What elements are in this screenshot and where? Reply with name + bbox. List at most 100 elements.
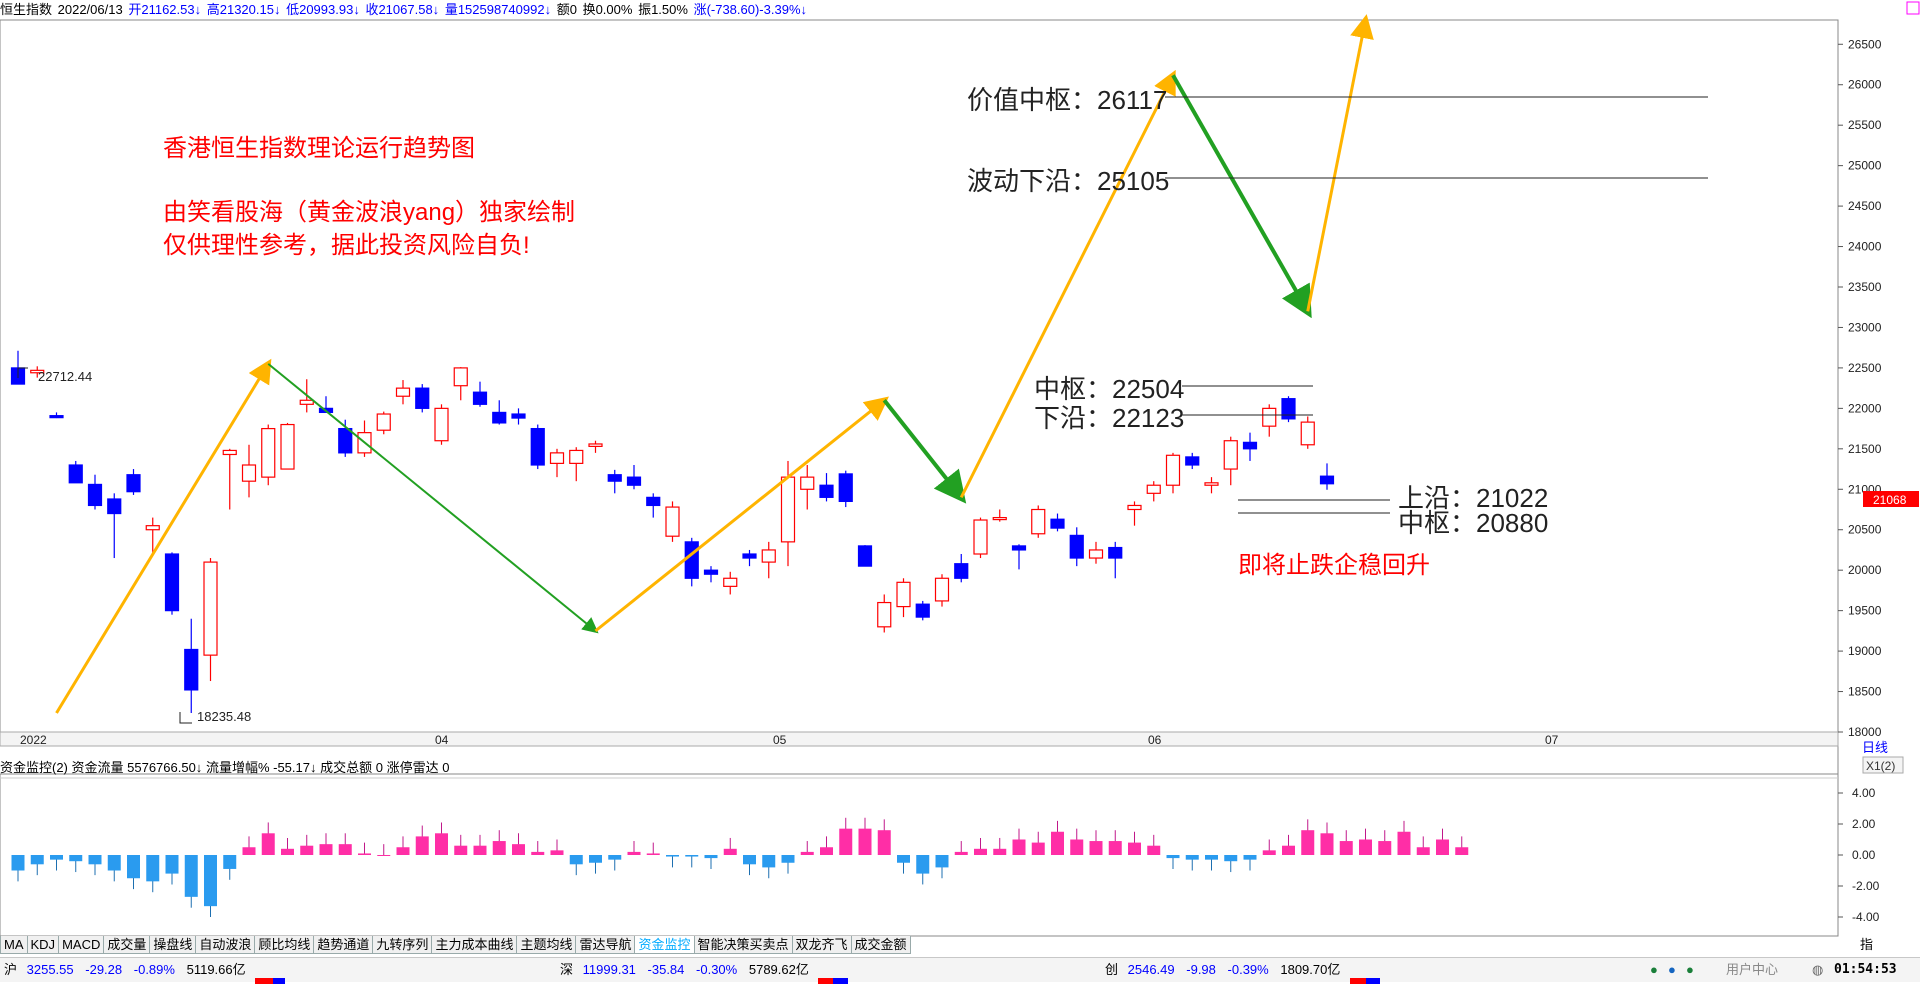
flow-indicator-header: 资金监控(2) 资金流量 5576766.50↓ 流量增幅% -55.17↓ 成… bbox=[0, 759, 449, 777]
tab-12[interactable]: 资金监控 bbox=[634, 936, 695, 954]
right-tab[interactable]: 指 bbox=[1860, 937, 1874, 952]
amplitude-value: 振1.50% bbox=[638, 2, 688, 17]
flow-bar bbox=[50, 855, 63, 860]
flow-bar bbox=[1455, 847, 1469, 855]
candle bbox=[1031, 505, 1046, 538]
flow-bar bbox=[1185, 855, 1199, 860]
candle bbox=[1262, 404, 1277, 437]
candle bbox=[280, 422, 295, 470]
tab-4[interactable]: 操盘线 bbox=[149, 936, 197, 954]
flow-tick-label: -4.00 bbox=[1852, 910, 1880, 924]
flow-bar bbox=[261, 833, 275, 855]
tab-11[interactable]: 雷达导航 bbox=[575, 936, 636, 954]
candle-body bbox=[1319, 475, 1335, 485]
flow-bar bbox=[30, 855, 44, 865]
candle-body bbox=[703, 569, 719, 575]
flow-amount: 资金流量 5576766.50↓ bbox=[71, 760, 203, 775]
candle-body bbox=[896, 581, 911, 608]
sz-index[interactable]: 深 11999.31 -35.84 -0.30% 5789.62亿 bbox=[560, 958, 849, 984]
cy-amount: 1809.70亿 bbox=[1280, 962, 1341, 977]
tab-13[interactable]: 智能决策买卖点 bbox=[693, 936, 793, 954]
tab-8[interactable]: 九转序列 bbox=[372, 936, 433, 954]
flow-bar bbox=[1128, 842, 1141, 855]
flow-bar bbox=[743, 855, 756, 865]
flow-bar bbox=[107, 855, 121, 871]
candle bbox=[241, 444, 257, 498]
tab-6[interactable]: 顾比均线 bbox=[254, 936, 315, 954]
sh-value: 3255.55 bbox=[26, 962, 74, 977]
sh-index[interactable]: 沪 3255.55 -29.28 -0.89% 5119.66亿 bbox=[4, 958, 286, 984]
flow-bar bbox=[666, 855, 679, 857]
flow-bar bbox=[685, 855, 699, 857]
candle bbox=[10, 350, 26, 385]
candle bbox=[87, 474, 103, 510]
tab-15[interactable]: 成交金额 bbox=[850, 936, 911, 954]
sz-pct: -0.30% bbox=[696, 962, 738, 977]
close-value: 收21067.58↓ bbox=[365, 2, 440, 17]
flow-bar bbox=[223, 855, 237, 869]
s-icon[interactable]: ● bbox=[1650, 962, 1658, 977]
flow-bar bbox=[146, 855, 160, 882]
high-price-label: 22712.44 bbox=[38, 369, 92, 384]
candle-body bbox=[761, 549, 776, 563]
tab-14[interactable]: 双龙齐飞 bbox=[791, 936, 852, 954]
flow-bar bbox=[723, 848, 737, 855]
ssl-icon[interactable]: ● bbox=[1668, 962, 1676, 977]
candle-body bbox=[857, 545, 873, 567]
candle bbox=[703, 566, 719, 583]
candle bbox=[30, 366, 45, 378]
candle bbox=[395, 380, 411, 405]
candle-body bbox=[915, 603, 930, 618]
candle-body bbox=[800, 476, 815, 490]
flow-bar bbox=[627, 851, 641, 855]
flow-bar bbox=[569, 855, 583, 865]
flow-bar bbox=[1262, 850, 1276, 855]
cy-index[interactable]: 创 2546.49 -9.98 -0.39% 1809.70亿 bbox=[1105, 958, 1380, 984]
candle-body bbox=[742, 553, 757, 559]
candle bbox=[934, 574, 950, 607]
wave-line-up bbox=[594, 396, 889, 633]
candle-body bbox=[838, 473, 853, 503]
flow-bar bbox=[338, 844, 352, 855]
candle-body bbox=[684, 541, 699, 579]
tab-1[interactable]: KDJ bbox=[26, 936, 60, 954]
user-center-link[interactable]: 用户中心 bbox=[1726, 962, 1779, 977]
tab-0[interactable]: MA bbox=[0, 936, 28, 954]
flow-bar bbox=[993, 848, 1007, 855]
candle bbox=[819, 473, 834, 502]
period-label[interactable]: 日线 bbox=[1862, 740, 1889, 755]
candle-body bbox=[973, 519, 988, 555]
shield-icon[interactable]: ● bbox=[1686, 962, 1694, 977]
price-tick-label: 25000 bbox=[1848, 159, 1882, 173]
price-tick-label: 19500 bbox=[1848, 604, 1882, 618]
candle-body bbox=[415, 387, 430, 409]
price-tick-label: 18500 bbox=[1848, 685, 1882, 699]
flow-bar bbox=[358, 853, 371, 855]
candle bbox=[588, 440, 603, 453]
tab-7[interactable]: 趋势通道 bbox=[313, 936, 374, 954]
tab-5[interactable]: 自动波浪 bbox=[195, 936, 256, 954]
sh-amount: 5119.66亿 bbox=[186, 962, 246, 977]
tab-2[interactable]: MACD bbox=[58, 936, 105, 954]
open-value: 开21162.53↓ bbox=[128, 2, 202, 17]
main-chart[interactable]: 1800018500190001950020000205002100021500… bbox=[0, 0, 1920, 957]
price-tick-label: 22000 bbox=[1848, 401, 1882, 415]
flow-bar bbox=[897, 855, 910, 863]
candle bbox=[126, 469, 141, 495]
candle bbox=[1223, 436, 1238, 486]
candle-body bbox=[530, 427, 545, 466]
flow-bar bbox=[1416, 847, 1430, 855]
flow-bar bbox=[1301, 830, 1315, 855]
sh-change: -29.28 bbox=[85, 962, 123, 977]
tab-3[interactable]: 成交量 bbox=[103, 936, 151, 954]
candle bbox=[203, 558, 218, 682]
time-tick-06: 06 bbox=[1148, 733, 1162, 747]
candle bbox=[453, 367, 468, 401]
low-mark bbox=[179, 712, 192, 724]
candle bbox=[607, 469, 622, 494]
tab-9[interactable]: 主力成本曲线 bbox=[431, 936, 518, 954]
candle-body bbox=[241, 464, 257, 482]
tab-10[interactable]: 主题均线 bbox=[516, 936, 577, 954]
candle-body bbox=[549, 452, 565, 464]
candle bbox=[107, 493, 122, 559]
